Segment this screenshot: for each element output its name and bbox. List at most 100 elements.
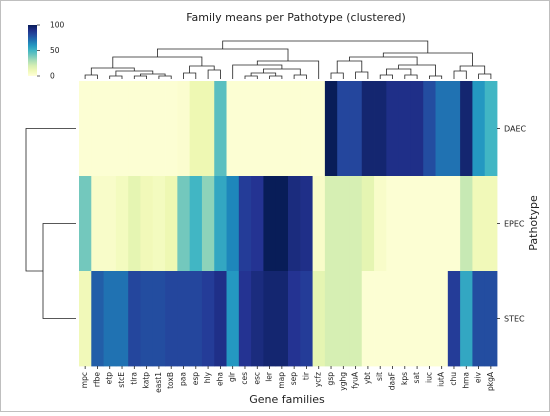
dendrogram-link	[256, 60, 320, 79]
dendrogram-link	[398, 64, 436, 76]
x-tick-label: sit	[375, 372, 384, 381]
heatmap-cell	[128, 271, 141, 367]
x-tick-label: iuc	[424, 372, 433, 383]
dendrogram-link	[112, 56, 203, 68]
heatmap-cell	[201, 81, 215, 177]
y-tick-label: DAEC	[504, 125, 527, 134]
dendrogram-link	[42, 223, 76, 319]
dendrogram-link	[459, 65, 486, 74]
heatmap-cell	[177, 176, 191, 272]
heatmap-cell	[324, 81, 338, 177]
heatmap-cell	[226, 271, 240, 367]
heatmap-cell	[349, 176, 363, 272]
heatmap-cell	[300, 176, 313, 272]
heatmap-cell	[300, 81, 313, 177]
heatmap-cell	[435, 81, 449, 177]
x-tick-label: katp	[142, 372, 151, 389]
heatmap-cell	[324, 271, 338, 367]
dendrogram-link	[429, 75, 443, 79]
x-tick-label: sep	[289, 372, 298, 386]
heatmap-cells	[79, 81, 498, 367]
x-tick-label: sat	[412, 372, 421, 384]
heatmap-cell	[226, 81, 240, 177]
colorbar: 0 50 100	[28, 21, 65, 81]
heatmap-cell	[374, 271, 387, 367]
heatmap-cell	[115, 271, 129, 367]
x-tick-label: esc	[252, 372, 261, 385]
heatmap-cell	[275, 271, 289, 367]
heatmap-cell	[447, 176, 461, 272]
x-tick-label: etp	[105, 372, 114, 385]
heatmap-cell	[201, 271, 215, 367]
heatmap-cell	[103, 176, 117, 272]
heatmap-cell	[140, 271, 154, 367]
heatmap-cell	[103, 271, 117, 367]
y-tick-label: EPEC	[504, 220, 525, 229]
heatmap-cell	[484, 271, 498, 367]
heatmap-cell	[165, 176, 178, 272]
heatmap-cell	[484, 176, 498, 272]
heatmap-cell	[361, 176, 375, 272]
heatmap-cell	[79, 271, 92, 367]
heatmap-cell	[251, 271, 264, 367]
heatmap-cell	[128, 176, 141, 272]
x-tick-label: east1	[154, 372, 163, 393]
chart-title: Family means per Pathotype (clustered)	[186, 11, 406, 24]
x-tick-label: iutA	[437, 371, 446, 387]
heatmap-cell	[460, 81, 473, 177]
heatmap-cell	[214, 81, 227, 177]
heatmap-cell	[337, 176, 350, 272]
heatmap-cell	[386, 271, 400, 367]
heatmap-cell	[312, 271, 326, 367]
heatmap-cell	[324, 176, 338, 272]
heatmap-cell	[140, 176, 154, 272]
heatmap-cell	[288, 271, 301, 367]
x-tick-label: tlra	[129, 372, 138, 385]
heatmap-cell	[288, 176, 301, 272]
dendrogram-link	[379, 74, 393, 79]
x-tick-label: kps	[400, 372, 409, 385]
dendrogram-link	[157, 48, 289, 61]
heatmap-cell	[103, 81, 117, 177]
heatmap-cell	[288, 81, 301, 177]
dendrogram-link	[115, 70, 154, 76]
heatmap-cell	[460, 176, 473, 272]
dendrogram-link	[244, 75, 258, 79]
dendrogram-link	[222, 40, 429, 53]
heatmap-cell	[484, 81, 498, 177]
x-tick-label: gsp	[326, 372, 335, 386]
dendrogram-link	[133, 75, 147, 79]
dendrogram-link	[453, 70, 467, 79]
y-tick-labels: DAEC EPEC STEC	[497, 125, 527, 324]
heatmap-cell	[140, 81, 154, 177]
heatmap-cell	[349, 81, 363, 177]
dendrogram-link	[386, 68, 412, 75]
heatmap-cell	[361, 81, 375, 177]
heatmap-cell	[460, 271, 473, 367]
heatmap-cell	[177, 271, 191, 367]
heatmap-cell	[189, 81, 203, 177]
heatmap-cell	[312, 81, 326, 177]
colorbar-gradient	[28, 25, 37, 76]
heatmap-cell	[79, 81, 92, 177]
dendrogram-link	[293, 74, 307, 79]
x-tick-label: map	[277, 372, 286, 389]
heatmap-cell	[177, 81, 191, 177]
x-tick-label: eha	[215, 372, 224, 386]
dendrogram-link	[336, 60, 363, 73]
colorbar-tick-label: 50	[50, 46, 60, 55]
heatmap-cell	[423, 271, 436, 367]
heatmap-cell	[263, 271, 277, 367]
heatmap-cell	[238, 271, 252, 367]
heatmap-cell	[263, 176, 277, 272]
heatmap-cell	[79, 176, 92, 272]
dendrogram-link	[382, 52, 473, 66]
heatmap-cell	[398, 271, 412, 367]
heatmap-cell	[410, 271, 424, 367]
x-tick-label: rfbe	[92, 372, 101, 387]
heatmap-cell	[435, 176, 449, 272]
x-tick-label: glr	[228, 371, 237, 382]
heatmap-cell	[152, 176, 166, 272]
heatmap-cell	[472, 176, 486, 272]
